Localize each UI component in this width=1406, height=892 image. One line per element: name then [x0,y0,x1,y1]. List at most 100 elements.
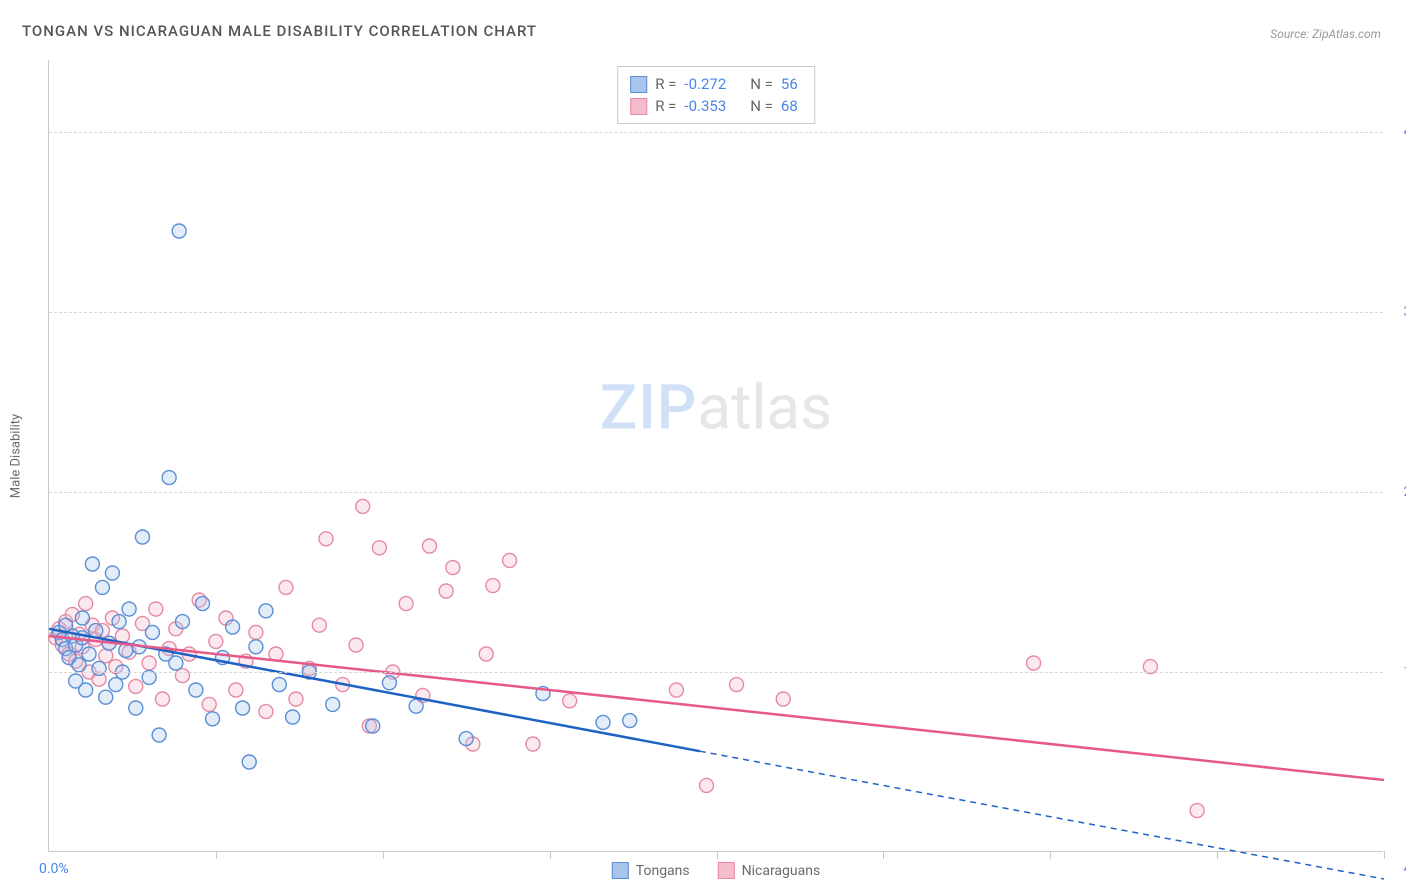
source-prefix: Source: [1270,27,1312,41]
x-tick [1384,851,1385,859]
scatter-point [730,678,744,692]
scatter-point [446,561,460,575]
x-axis-legend: Tongans Nicaraguans [612,862,820,879]
scatter-point [95,580,109,594]
scatter-point [142,656,156,670]
r-value-nicaraguans: -0.353 [684,95,726,117]
scatter-point [162,471,176,485]
scatter-point [85,557,99,571]
scatter-point [109,678,123,692]
gridline [49,672,1383,673]
scatter-point [286,710,300,724]
legend-swatch-nicaraguans [718,862,735,879]
page: TONGAN VS NICARAGUAN MALE DISABILITY COR… [0,0,1406,892]
scatter-point [623,714,637,728]
scatter-point [279,580,293,594]
scatter-point [99,690,113,704]
scatter-point [526,737,540,751]
scatter-point [169,656,183,670]
scatter-point [669,683,683,697]
scatter-point [236,701,250,715]
scatter-point [172,224,186,238]
legend-label-tongans: Tongans [636,863,690,879]
gridline [49,312,1383,313]
chart-svg [49,60,1383,851]
scatter-point [189,683,203,697]
y-axis-label: Male Disability [9,413,24,497]
scatter-point [176,615,190,629]
scatter-point [366,719,380,733]
scatter-point [699,778,713,792]
source-link[interactable]: ZipAtlas.com [1312,27,1381,41]
scatter-point [259,604,273,618]
scatter-point [399,597,413,611]
x-tick [550,851,551,859]
scatter-point [596,715,610,729]
scatter-point [226,620,240,634]
scatter-point [196,597,210,611]
plot-area: ZIPatlas Male Disability 0.0% 40.0% R = … [48,60,1383,852]
scatter-point [422,539,436,553]
source-attribution: Source: ZipAtlas.com [1270,27,1381,41]
scatter-point [72,658,86,672]
scatter-point [75,611,89,625]
plot-container: ZIPatlas Male Disability 0.0% 40.0% R = … [48,60,1383,852]
r-label: R = [655,95,676,117]
n-value-nicaraguans: 68 [781,95,798,117]
n-label: N = [750,73,773,95]
scatter-point [122,602,136,616]
scatter-point [563,694,577,708]
scatter-point [202,697,216,711]
scatter-point [176,669,190,683]
x-tick [216,851,217,859]
scatter-point [459,732,473,746]
scatter-point [272,678,286,692]
scatter-point [289,692,303,706]
scatter-point [372,541,386,555]
scatter-point [776,692,790,706]
scatter-point [92,661,106,675]
r-label: R = [655,73,676,95]
correlation-stats-box: R = -0.272 N = 56 R = -0.353 N = 68 [617,66,815,124]
scatter-point [206,712,220,726]
scatter-point [479,647,493,661]
legend-item-tongans: Tongans [612,862,690,879]
x-axis-min-label: 0.0% [39,861,69,877]
scatter-point [356,499,370,513]
scatter-point [112,615,126,629]
scatter-point [145,625,159,639]
swatch-tongans [630,76,647,93]
legend-swatch-tongans [612,862,629,879]
x-tick [717,851,718,859]
x-tick [383,851,384,859]
chart-title: TONGAN VS NICARAGUAN MALE DISABILITY COR… [22,22,537,40]
scatter-point [229,683,243,697]
scatter-point [439,584,453,598]
scatter-point [503,553,517,567]
scatter-point [135,530,149,544]
x-tick [1050,851,1051,859]
scatter-point [242,755,256,769]
trend-line-extension [700,751,1384,879]
stats-row-nicaraguans: R = -0.353 N = 68 [630,95,798,117]
scatter-point [1190,804,1204,818]
scatter-point [1027,656,1041,670]
scatter-point [249,625,263,639]
scatter-point [312,618,326,632]
x-tick [1217,851,1218,859]
legend-item-nicaraguans: Nicaraguans [718,862,821,879]
x-tick [883,851,884,859]
scatter-point [79,683,93,697]
scatter-point [409,699,423,713]
legend-label-nicaraguans: Nicaraguans [742,863,821,879]
scatter-point [149,602,163,616]
scatter-point [129,679,143,693]
scatter-point [326,697,340,711]
scatter-point [155,692,169,706]
scatter-point [319,532,333,546]
scatter-point [82,647,96,661]
scatter-point [382,676,396,690]
scatter-point [129,701,143,715]
gridline [49,132,1383,133]
scatter-point [79,597,93,611]
